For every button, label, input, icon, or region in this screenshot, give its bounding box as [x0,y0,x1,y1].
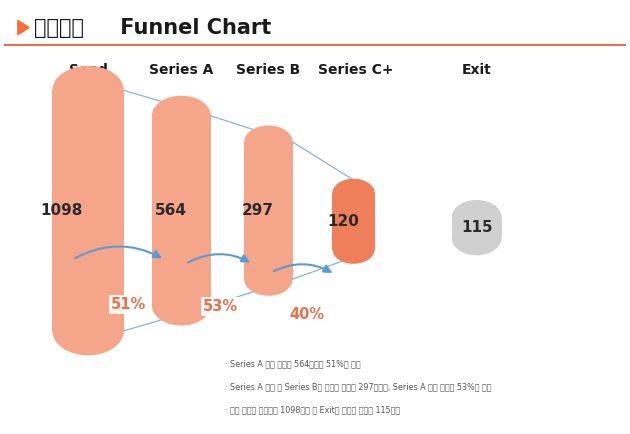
Text: Series C+: Series C+ [318,63,393,77]
Text: 1098: 1098 [40,203,83,218]
Text: Series A: Series A [149,63,214,77]
Text: 53%: 53% [203,299,238,314]
Text: 투자유치: 투자유치 [34,18,84,38]
Ellipse shape [52,66,124,115]
Polygon shape [18,20,29,35]
Text: 297: 297 [242,203,274,218]
Text: Exit: Exit [462,63,491,77]
Ellipse shape [52,306,124,355]
Ellipse shape [152,95,211,136]
Bar [244,142,292,279]
Ellipse shape [452,200,501,234]
Text: · Series A 유치 후 Series B도 유치한 기업은 297개사로, Series A 유치 기업의 53%에 해당: · Series A 유치 후 Series B도 유치한 기업은 297개사로… [225,383,491,392]
Ellipse shape [152,285,211,326]
Bar [52,90,124,331]
Bar [152,116,211,306]
Ellipse shape [333,235,375,264]
Text: 120: 120 [327,214,359,229]
Text: · 전체 플랫폼 스타트업 1098개사 중 Exit에 성공한 기업은 115개사: · 전체 플랫폼 스타트업 1098개사 중 Exit에 성공한 기업은 115… [225,405,400,414]
Ellipse shape [244,263,292,296]
Ellipse shape [244,125,292,159]
Text: Funnel Chart: Funnel Chart [113,18,271,38]
Text: Seed: Seed [69,63,108,77]
Text: · Series A 유치 기업은 564개사로 51%를 제치: · Series A 유치 기업은 564개사로 51%를 제치 [225,359,360,368]
Bar [333,193,375,250]
Text: 51%: 51% [111,297,146,312]
Text: 40%: 40% [289,306,324,322]
Ellipse shape [333,179,375,207]
Text: 564: 564 [155,203,186,218]
Text: Series B: Series B [236,63,301,77]
Bar [452,217,501,238]
Text: 115: 115 [461,220,493,235]
Ellipse shape [452,221,501,255]
